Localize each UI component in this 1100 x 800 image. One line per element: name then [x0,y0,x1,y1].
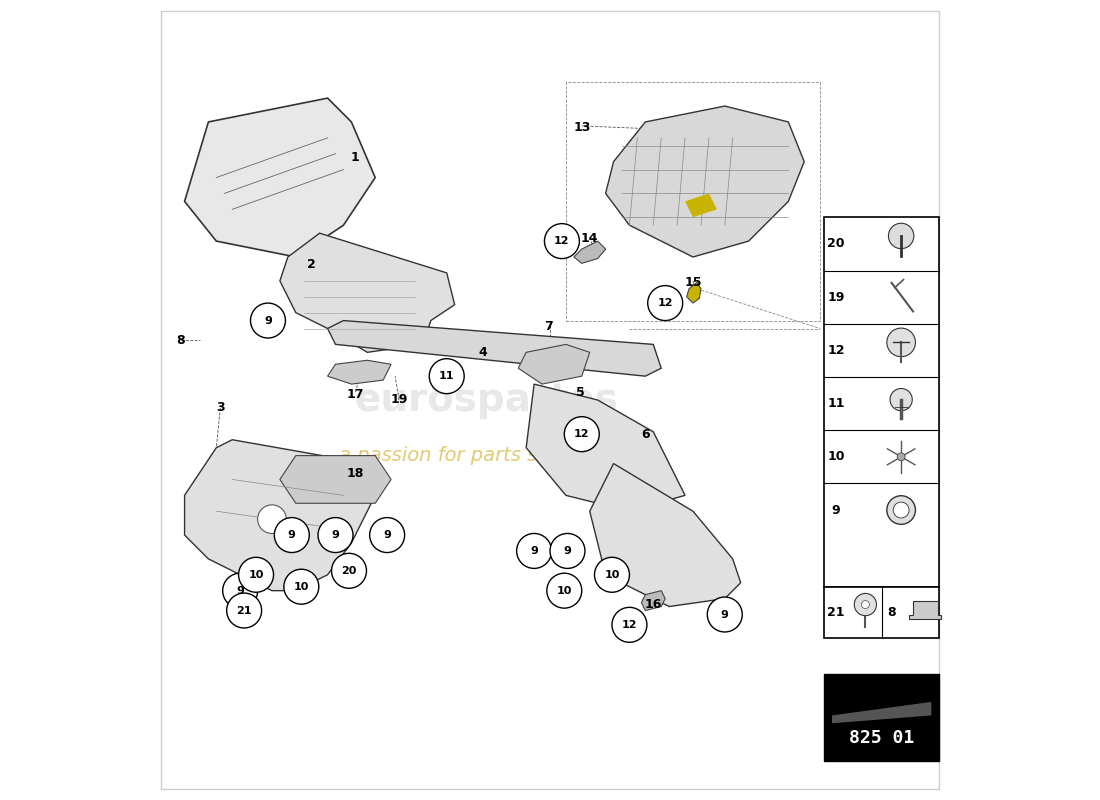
Circle shape [594,558,629,592]
Text: 825 01: 825 01 [849,729,914,746]
Text: 12: 12 [554,236,570,246]
Text: a passion for parts since 1983: a passion for parts since 1983 [339,446,634,465]
Circle shape [227,593,262,628]
Text: 16: 16 [645,598,662,610]
Text: 11: 11 [827,397,845,410]
Circle shape [544,224,580,258]
Text: 9: 9 [264,315,272,326]
Text: 15: 15 [685,276,703,289]
Text: 20: 20 [341,566,356,576]
Circle shape [707,597,743,632]
Circle shape [550,534,585,569]
Polygon shape [641,590,666,610]
Text: 1: 1 [351,151,360,164]
Text: 9: 9 [530,546,538,556]
Text: 10: 10 [557,586,572,596]
Text: 2: 2 [307,258,316,271]
Circle shape [855,594,877,616]
Text: 10: 10 [604,570,619,580]
Bar [824,674,939,762]
Circle shape [331,554,366,588]
Circle shape [547,573,582,608]
Text: 9: 9 [331,530,340,540]
Circle shape [861,601,869,609]
Circle shape [889,223,914,249]
Polygon shape [526,384,685,511]
Polygon shape [685,194,717,218]
Circle shape [370,518,405,553]
Text: 12: 12 [827,344,845,357]
Bar [824,218,939,587]
Text: 9: 9 [832,503,840,517]
Text: 10: 10 [294,582,309,592]
Text: 11: 11 [439,371,454,381]
Circle shape [893,502,909,518]
Text: 21: 21 [236,606,252,615]
Text: 9: 9 [383,530,392,540]
Text: 13: 13 [573,121,591,134]
Circle shape [890,389,912,410]
Circle shape [612,607,647,642]
Circle shape [887,328,915,357]
Text: 10: 10 [249,570,264,580]
Text: 10: 10 [827,450,845,463]
Polygon shape [590,463,740,606]
Polygon shape [910,601,942,619]
Circle shape [898,453,905,461]
Text: 18: 18 [346,466,364,479]
Text: 9: 9 [288,530,296,540]
Text: 21: 21 [827,606,845,619]
Text: 8: 8 [176,334,185,347]
Polygon shape [185,98,375,257]
Text: 19: 19 [827,290,845,304]
Polygon shape [606,106,804,257]
Circle shape [257,505,286,534]
Polygon shape [574,241,606,263]
Text: 8: 8 [887,606,895,619]
Text: 5: 5 [575,386,584,398]
Text: 20: 20 [827,238,845,250]
Polygon shape [185,440,375,590]
Circle shape [222,573,257,608]
Circle shape [429,358,464,394]
Text: eurospartes: eurospartes [354,381,618,419]
Polygon shape [279,456,392,503]
Circle shape [239,558,274,592]
Bar [824,587,939,638]
Text: 6: 6 [641,429,650,442]
Text: 9: 9 [720,610,728,619]
Polygon shape [518,344,590,384]
Text: 12: 12 [574,429,590,439]
Polygon shape [328,321,661,376]
Circle shape [648,286,683,321]
Polygon shape [832,702,932,723]
Circle shape [318,518,353,553]
Polygon shape [328,360,392,384]
Text: 17: 17 [346,388,364,401]
Text: 9: 9 [236,586,244,596]
Text: 7: 7 [544,321,553,334]
Circle shape [517,534,551,569]
Text: 12: 12 [621,620,637,630]
Text: 14: 14 [581,232,598,246]
Circle shape [887,496,915,524]
Text: 12: 12 [658,298,673,308]
Circle shape [274,518,309,553]
Polygon shape [686,282,701,303]
Circle shape [284,570,319,604]
Polygon shape [279,233,454,352]
Circle shape [564,417,600,452]
Text: 3: 3 [216,402,224,414]
Text: 4: 4 [478,346,487,359]
Text: 9: 9 [563,546,571,556]
Circle shape [251,303,286,338]
Text: 19: 19 [390,394,408,406]
